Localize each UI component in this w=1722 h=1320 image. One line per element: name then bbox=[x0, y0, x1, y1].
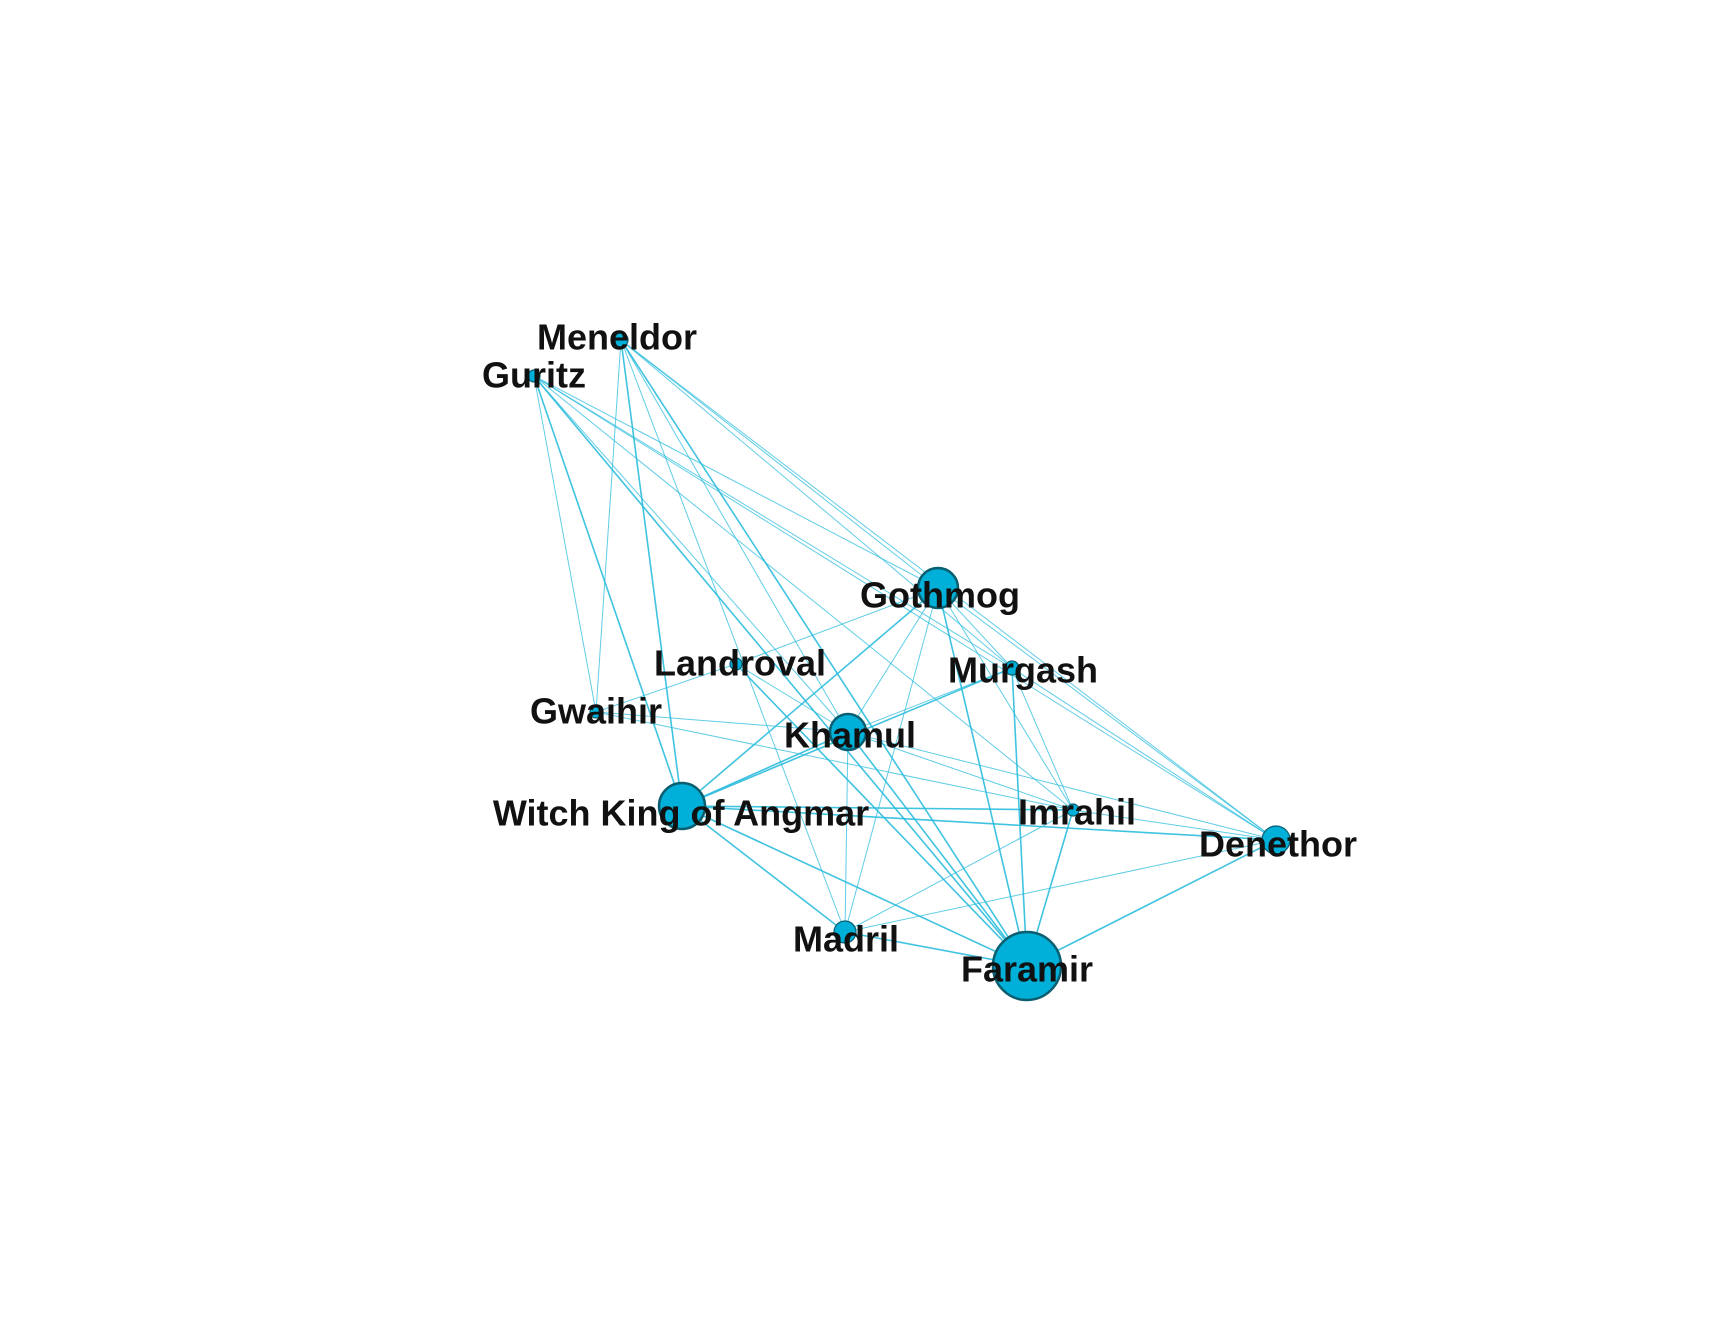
edge-meneldor-faramir bbox=[620, 339, 1028, 967]
edge-meneldor-madril bbox=[620, 339, 846, 933]
edge-landroval-khamul bbox=[735, 663, 849, 733]
node-murgash[interactable] bbox=[1004, 660, 1020, 676]
edge-meneldor-khamul bbox=[620, 339, 849, 733]
edges-layer bbox=[533, 339, 1277, 967]
edge-meneldor-witchking bbox=[620, 339, 683, 807]
edge-gwaihir-imrahil bbox=[595, 711, 1074, 811]
node-label-landroval: Landroval bbox=[654, 643, 826, 684]
node-faramir[interactable] bbox=[991, 930, 1063, 1002]
node-label-gothmog: Gothmog bbox=[860, 575, 1020, 616]
edge-gothmog-denethor bbox=[937, 587, 1277, 841]
edge-gothmog-imrahil bbox=[937, 587, 1074, 811]
node-label-gwaihir: Gwaihir bbox=[530, 691, 662, 732]
edge-gothmog-madril bbox=[844, 587, 939, 933]
edge-guritz-witchking bbox=[533, 375, 683, 807]
node-label-khamul: Khamul bbox=[784, 715, 916, 756]
edge-gothmog-landroval bbox=[735, 587, 939, 665]
node-label-madril: Madril bbox=[793, 919, 899, 960]
edge-guritz-murgash bbox=[533, 375, 1013, 669]
node-label-murgash: Murgash bbox=[948, 650, 1098, 691]
edge-meneldor-gwaihir bbox=[595, 339, 622, 713]
edge-imrahil-denethor bbox=[1072, 809, 1277, 841]
edge-guritz-gwaihir bbox=[533, 375, 597, 713]
edge-witchking-faramir bbox=[681, 805, 1028, 967]
edge-murgash-imrahil bbox=[1011, 667, 1074, 811]
edge-khamul-faramir bbox=[847, 731, 1028, 967]
edge-guritz-denethor bbox=[533, 375, 1277, 841]
edge-witchking-imrahil bbox=[681, 805, 1074, 811]
edge-witchking-madril bbox=[681, 805, 846, 933]
edge-guritz-faramir bbox=[533, 375, 1028, 967]
node-guritz[interactable] bbox=[527, 369, 541, 383]
node-khamul[interactable] bbox=[828, 712, 868, 752]
node-denethor[interactable] bbox=[1261, 825, 1291, 855]
nodes-layer bbox=[527, 332, 1291, 1002]
edge-guritz-imrahil bbox=[533, 375, 1074, 811]
edge-landroval-gwaihir bbox=[595, 663, 737, 713]
node-label-guritz: Guritz bbox=[482, 355, 586, 396]
edge-imrahil-madril bbox=[844, 809, 1074, 933]
edge-denethor-madril bbox=[844, 839, 1277, 933]
edge-khamul-madril bbox=[844, 731, 849, 933]
edge-murgash-faramir bbox=[1011, 667, 1028, 967]
edge-witchking-denethor bbox=[681, 805, 1277, 841]
node-meneldor[interactable] bbox=[613, 332, 629, 348]
node-imrahil[interactable] bbox=[1066, 803, 1080, 817]
edge-khamul-denethor bbox=[847, 731, 1277, 841]
edge-meneldor-gothmog bbox=[620, 339, 939, 589]
edge-denethor-faramir bbox=[1026, 839, 1277, 967]
node-madril[interactable] bbox=[833, 920, 857, 944]
edge-gwaihir-khamul bbox=[595, 711, 849, 733]
node-gwaihir[interactable] bbox=[589, 705, 603, 719]
node-witchking[interactable] bbox=[657, 781, 707, 831]
node-label-denethor: Denethor bbox=[1199, 824, 1357, 865]
edge-guritz-khamul bbox=[533, 375, 849, 733]
edge-meneldor-murgash bbox=[620, 339, 1013, 669]
node-label-imrahil: Imrahil bbox=[1018, 792, 1136, 833]
node-label-meneldor: Meneldor bbox=[537, 317, 697, 358]
edge-landroval-faramir bbox=[735, 663, 1028, 967]
edge-gothmog-faramir bbox=[937, 587, 1028, 967]
node-landroval[interactable] bbox=[729, 657, 743, 671]
edge-gothmog-witchking bbox=[681, 587, 939, 807]
node-label-witchking: Witch King of Angmar bbox=[493, 793, 869, 834]
edge-gothmog-khamul bbox=[847, 587, 939, 733]
node-label-faramir: Faramir bbox=[961, 949, 1093, 990]
edge-khamul-imrahil bbox=[847, 731, 1074, 811]
node-gothmog[interactable] bbox=[916, 566, 960, 610]
edge-guritz-gothmog bbox=[533, 375, 939, 589]
edge-murgash-denethor bbox=[1011, 667, 1277, 841]
